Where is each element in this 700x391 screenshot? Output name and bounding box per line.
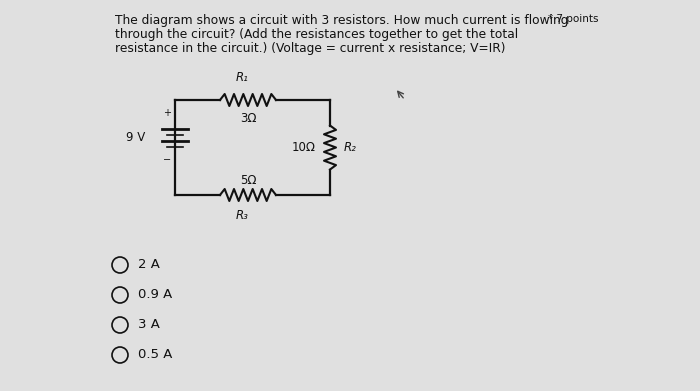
- Text: through the circuit? (Add the resistances together to get the total: through the circuit? (Add the resistance…: [115, 28, 518, 41]
- Text: * 7 points: * 7 points: [548, 14, 598, 24]
- Text: +: +: [163, 108, 171, 118]
- Text: 2 A: 2 A: [138, 258, 160, 271]
- Text: 3 A: 3 A: [138, 319, 160, 332]
- Text: 5Ω: 5Ω: [239, 174, 256, 187]
- Text: 3Ω: 3Ω: [239, 112, 256, 125]
- Text: R₂: R₂: [344, 141, 357, 154]
- Text: resistance in the circuit.) (Voltage = current x resistance; V=IR): resistance in the circuit.) (Voltage = c…: [115, 42, 505, 55]
- Text: −: −: [163, 155, 171, 165]
- Text: R₃: R₃: [236, 209, 248, 222]
- Text: The diagram shows a circuit with 3 resistors. How much current is flowing: The diagram shows a circuit with 3 resis…: [115, 14, 568, 27]
- Text: 0.5 A: 0.5 A: [138, 348, 172, 362]
- Text: 10Ω: 10Ω: [292, 141, 316, 154]
- Text: R₁: R₁: [236, 71, 248, 84]
- Text: 0.9 A: 0.9 A: [138, 289, 172, 301]
- Text: 9 V: 9 V: [126, 131, 145, 144]
